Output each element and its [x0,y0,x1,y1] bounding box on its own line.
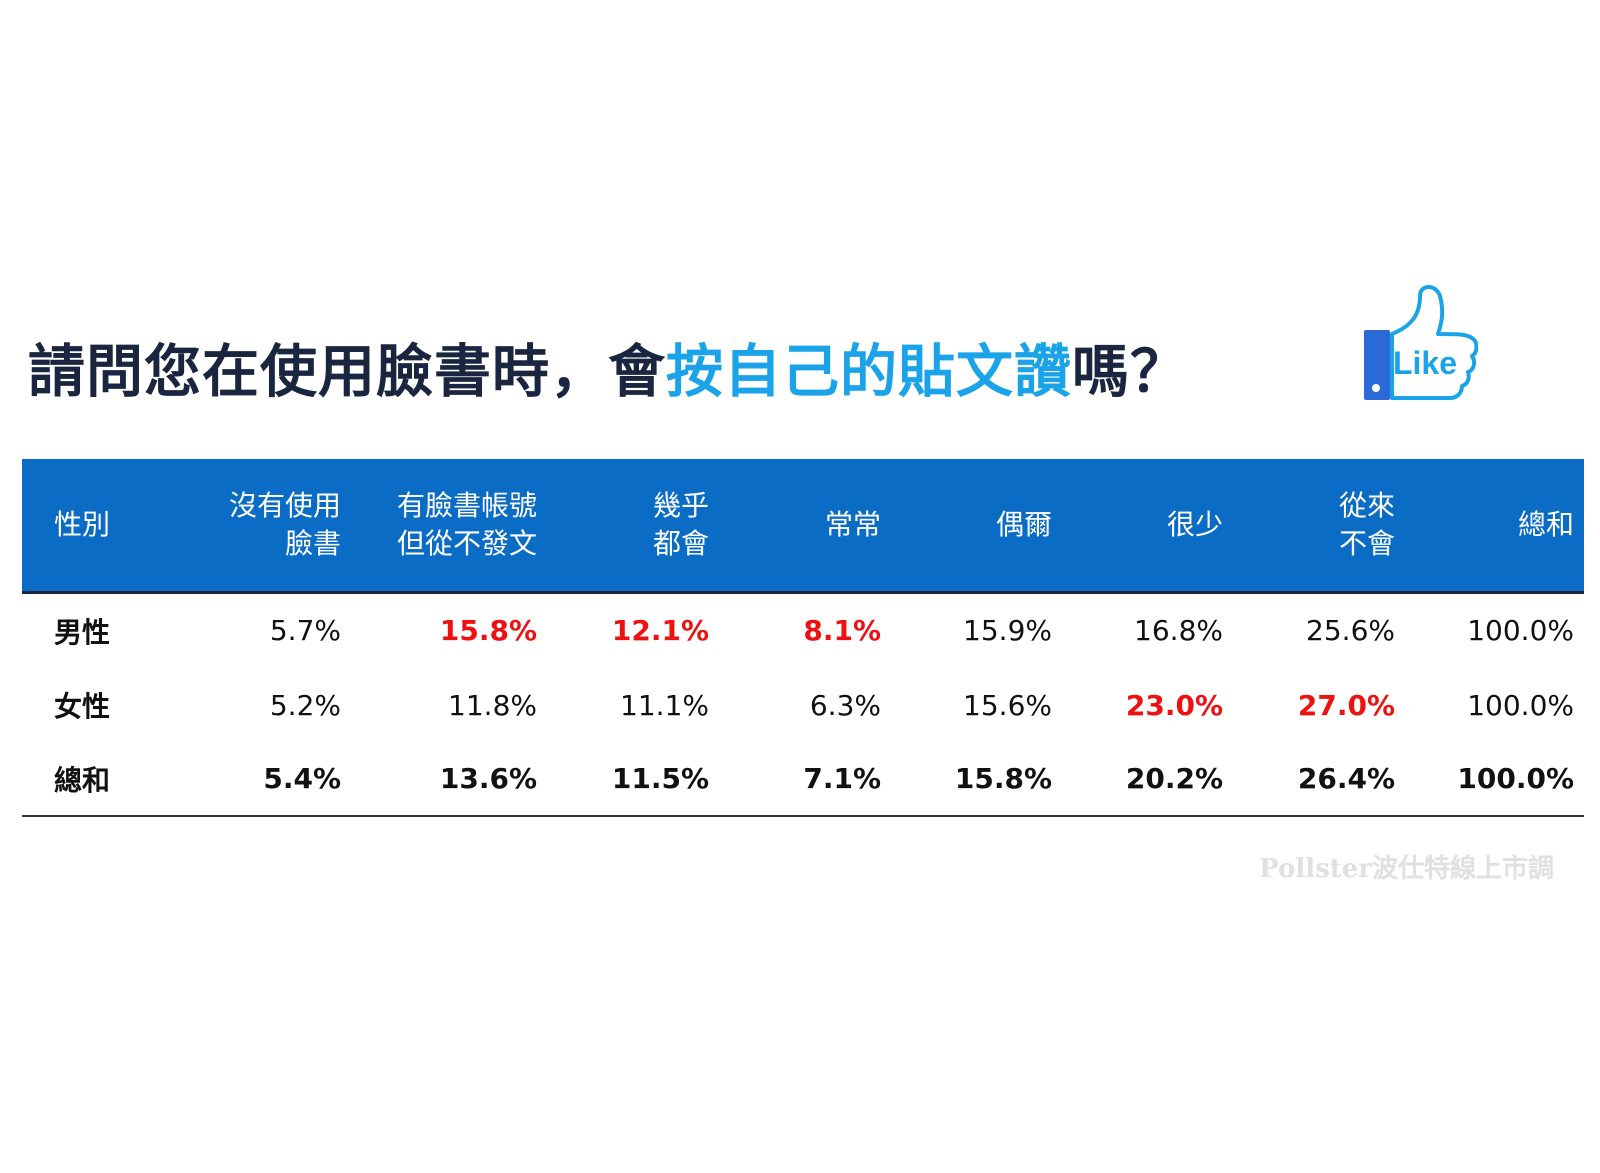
table-cell: 5.4% [180,742,351,817]
column-header: 幾乎 都會 [547,459,719,594]
table-cell: 11.1% [620,688,709,722]
column-header: 從來 不會 [1233,459,1405,594]
table-cell: 11.5% [547,742,719,817]
column-header-line: 有臉書帳號 [396,488,537,522]
column-header-line: 但從不發文 [396,526,537,560]
row-label: 女性 [54,690,111,723]
column-header-line: 很少 [1166,507,1223,541]
table-cell: 13.6% [351,742,547,817]
column-header: 有臉書帳號但從不發文 [351,459,547,594]
table-cell: 100.0% [1467,688,1574,722]
column-header: 偶爾 [891,459,1062,594]
table-row: 總和 5.4% 13.6% 11.5% 7.1% 15.8% 20.2% 26.4% 100.0… [22,742,1584,817]
column-header-line: 性別 [54,507,111,541]
table-cell: 20.2% [1062,742,1233,817]
source-watermark: Pollster波仕特線上市調 [1259,854,1554,884]
table-cell: 11.8% [448,688,537,722]
column-header-line: 沒有使用 [228,488,341,522]
column-header: 很少 [1062,459,1233,594]
column-header-line: 幾乎 [652,488,709,522]
table-cell: 26.4% [1233,742,1405,817]
column-header-line: 從來 [1338,488,1395,522]
like-icon-label: Like [1393,345,1457,381]
table-cell: 15.6% [963,688,1052,722]
table-row: 女性 5.2% 11.8% 11.1% 6.3% 15.6% 23.0% 27.0% 100.0… [22,668,1584,742]
column-header-line: 偶爾 [995,507,1052,541]
table-cell: 23.0% [1125,688,1223,722]
table-cell: 15.8% [439,614,537,648]
row-label: 男性 [54,615,111,649]
column-header-line: 總和 [1517,507,1574,541]
column-header: 性別 [22,459,180,594]
table-cell: 100.0% [1467,614,1574,648]
table-cell: 5.2% [269,688,341,722]
table-cell: 7.1% [719,742,891,817]
column-header-line: 不會 [1338,526,1395,560]
chart-title: 請問您在使用臉書時，會按自己的貼文讚嗎？ [28,326,1188,408]
table-cell: 25.6% [1306,614,1395,648]
table-header: 性別 沒有使用 臉書 有臉書帳號 但從不發文 幾乎 都會 常常 偶爾 很少 從來 不會 總和 [22,459,1584,594]
title-part2: 嗎？ [1072,339,1188,405]
table-row: 男性 5.7% 15.8% 12.1% 8.1% 15.9% 16.8% 25.6% 100.0… [22,592,1584,668]
table-cell: 15.8% [891,742,1062,817]
column-header-line: 臉書 [284,526,341,560]
column-header-line: 都會 [652,526,709,560]
table-cell: 8.1% [803,614,881,648]
title-highlight: 按自己的貼文讚 [666,339,1072,405]
table-cell: 27.0% [1297,688,1395,722]
table-cell: 6.3% [809,688,881,722]
title-part1: 請問您在使用臉書時，會 [28,339,666,405]
row-label: 總和 [22,742,180,817]
results-table: 性別 沒有使用 臉書 有臉書帳號 但從不發文 幾乎 都會 常常 偶爾 很少 從來 不會 總和 男性 5.7… [22,459,1584,817]
table-cell: 12.1% [611,614,709,648]
column-header: 總和 [1405,459,1584,594]
table-cell: 15.9% [963,614,1052,648]
table-cell: 5.7% [269,614,341,648]
column-header: 沒有使用臉書 [180,459,351,594]
column-header-line: 常常 [824,507,881,541]
table-cell: 16.8% [1134,614,1223,648]
thumbs-up-like-icon: Like [1364,285,1478,400]
table-cell: 100.0% [1405,742,1584,817]
column-header: 常常 [719,459,891,594]
